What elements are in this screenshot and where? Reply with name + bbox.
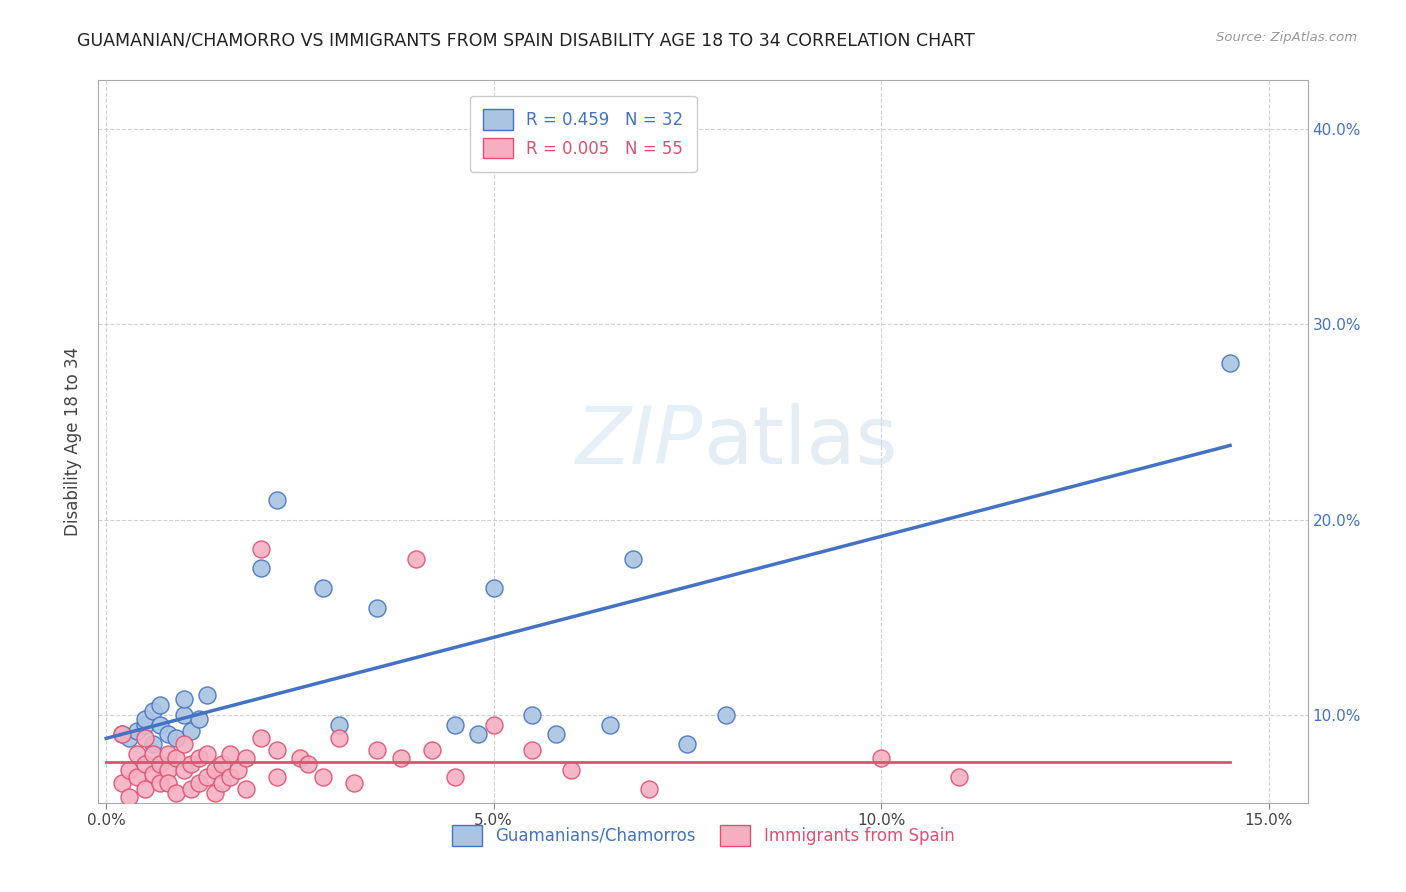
Point	[111, 727, 134, 741]
Point	[180, 782, 202, 797]
Point	[219, 771, 242, 785]
Point	[870, 751, 893, 765]
Point	[173, 737, 195, 751]
Point	[948, 771, 970, 785]
Point	[118, 731, 141, 746]
Point	[328, 731, 350, 746]
Point	[188, 712, 211, 726]
Point	[127, 747, 149, 761]
Point	[405, 551, 427, 566]
Point	[366, 600, 388, 615]
Point	[157, 747, 180, 761]
Point	[111, 776, 134, 790]
Point	[165, 731, 187, 746]
Point	[118, 763, 141, 777]
Legend: Guamanians/Chamorros, Immigrants from Spain: Guamanians/Chamorros, Immigrants from Sp…	[444, 819, 962, 852]
Point	[560, 763, 582, 777]
Point	[188, 776, 211, 790]
Point	[467, 727, 489, 741]
Point	[134, 782, 156, 797]
Point	[211, 776, 233, 790]
Point	[134, 717, 156, 731]
Point	[180, 723, 202, 738]
Point	[142, 737, 165, 751]
Point	[312, 581, 335, 595]
Point	[266, 493, 288, 508]
Point	[389, 751, 412, 765]
Point	[111, 727, 134, 741]
Point	[149, 756, 172, 771]
Point	[157, 763, 180, 777]
Point	[127, 723, 149, 738]
Point	[343, 776, 366, 790]
Point	[870, 805, 893, 820]
Point	[134, 731, 156, 746]
Y-axis label: Disability Age 18 to 34: Disability Age 18 to 34	[65, 347, 83, 536]
Point	[482, 581, 505, 595]
Point	[173, 763, 195, 777]
Point	[366, 743, 388, 757]
Point	[444, 771, 467, 785]
Point	[288, 751, 311, 765]
Text: ZIP: ZIP	[575, 402, 703, 481]
Point	[180, 756, 202, 771]
Point	[266, 771, 288, 785]
Point	[312, 771, 335, 785]
Point	[420, 743, 443, 757]
Point	[134, 756, 156, 771]
Point	[599, 717, 621, 731]
Point	[250, 561, 273, 575]
Point	[142, 766, 165, 780]
Point	[195, 747, 218, 761]
Point	[297, 756, 319, 771]
Point	[621, 551, 644, 566]
Point	[149, 717, 172, 731]
Point	[482, 717, 505, 731]
Point	[522, 743, 544, 757]
Point	[195, 771, 218, 785]
Point	[219, 747, 242, 761]
Point	[149, 698, 172, 713]
Point	[157, 776, 180, 790]
Point	[188, 751, 211, 765]
Point	[328, 717, 350, 731]
Point	[676, 737, 699, 751]
Point	[266, 743, 288, 757]
Point	[250, 541, 273, 556]
Point	[142, 747, 165, 761]
Text: GUAMANIAN/CHAMORRO VS IMMIGRANTS FROM SPAIN DISABILITY AGE 18 TO 34 CORRELATION : GUAMANIAN/CHAMORRO VS IMMIGRANTS FROM SP…	[77, 31, 976, 49]
Point	[211, 756, 233, 771]
Point	[195, 689, 218, 703]
Point	[716, 707, 738, 722]
Point	[444, 717, 467, 731]
Point	[165, 786, 187, 800]
Point	[165, 751, 187, 765]
Point	[637, 782, 659, 797]
Text: atlas: atlas	[703, 402, 897, 481]
Point	[118, 789, 141, 804]
Point	[204, 786, 226, 800]
Point	[204, 763, 226, 777]
Point	[235, 751, 257, 765]
Point	[544, 727, 567, 741]
Point	[1219, 356, 1241, 370]
Point	[226, 763, 249, 777]
Point	[250, 731, 273, 746]
Point	[134, 712, 156, 726]
Point	[173, 692, 195, 706]
Point	[235, 782, 257, 797]
Point	[149, 776, 172, 790]
Point	[522, 707, 544, 722]
Point	[127, 771, 149, 785]
Point	[157, 727, 180, 741]
Point	[142, 704, 165, 718]
Point	[173, 707, 195, 722]
Text: Source: ZipAtlas.com: Source: ZipAtlas.com	[1216, 31, 1357, 45]
